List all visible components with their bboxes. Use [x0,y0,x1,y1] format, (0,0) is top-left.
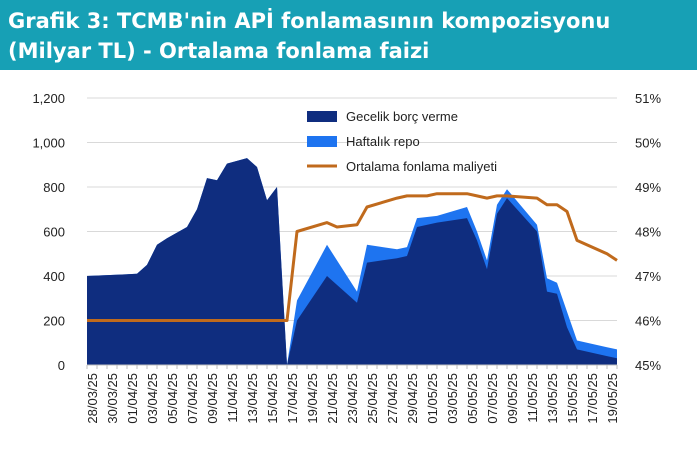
x-tick-label: 13/05/25 [545,373,560,424]
chart-subtitle: (Milyar TL) - Ortalama fonlama faizi [8,39,430,63]
x-tick-label: 09/05/25 [505,373,520,424]
x-tick-label: 13/04/25 [245,373,260,424]
left-tick-label: 200 [43,314,65,329]
x-tick-label: 28/03/25 [85,373,100,424]
x-tick-label: 15/04/25 [265,373,280,424]
left-tick-label: 600 [43,225,65,240]
x-tick-label: 03/04/25 [145,373,160,424]
x-tick-label: 07/04/25 [185,373,200,424]
x-tick-label: 23/04/25 [345,373,360,424]
x-tick-label: 05/05/25 [465,373,480,424]
x-tick-label: 11/04/25 [225,373,240,423]
right-tick-label: 47% [635,269,661,284]
x-tick-label: 30/03/25 [105,373,120,424]
right-axis: 45% 46% 47% 48% 49% 50% 51% [635,91,661,373]
x-tick-label: 01/05/25 [425,373,440,424]
x-tick-label: 09/04/25 [205,373,220,424]
legend-swatch [307,111,337,122]
right-tick-label: 45% [635,358,661,373]
right-tick-label: 51% [635,91,661,106]
x-tick-label: 17/04/25 [285,373,300,424]
right-tick-label: 46% [635,314,661,329]
x-tick-label: 15/05/25 [565,373,580,424]
plot-series [87,158,618,365]
x-tick-label: 21/04/25 [325,373,340,424]
right-tick-label: 49% [635,180,661,195]
left-tick-label: 1,200 [32,91,65,106]
left-tick-label: 800 [43,180,65,195]
x-axis: 28/03/25 30/03/25 01/04/25 03/04/25 05/04/25… [85,364,620,424]
left-tick-label: 0 [58,358,65,373]
x-tick-label: 27/04/25 [385,373,400,424]
legend-label: Gecelik borç verme [346,109,458,124]
x-tick-label: 19/04/25 [305,373,320,424]
left-tick-label: 400 [43,269,65,284]
x-tick-label: 25/04/25 [365,373,380,424]
chart-area: 0 200 400 600 800 1,000 1,200 45% 46% 47% 48% 49% 5… [32,91,661,424]
x-tick-label: 11/05/25 [525,373,540,423]
legend-label: Haftalık repo [346,134,420,149]
x-tick-label: 03/05/25 [445,373,460,424]
x-tick-label: 05/04/25 [165,373,180,424]
line-ortalama-fonlama-maliyeti [87,192,618,322]
x-tick-label: 29/04/25 [405,373,420,424]
legend: Gecelik borç verme Haftalık repo Ortalama … [307,109,497,174]
x-tick-label: 01/04/25 [125,373,140,424]
chart-title: Grafik 3: TCMB'nin APİ fonlamasının komp… [8,9,611,33]
legend-swatch [307,136,337,147]
x-tick-label: 19/05/25 [605,373,620,424]
right-tick-label: 50% [635,136,661,151]
left-axis: 0 200 400 600 800 1,000 1,200 [32,91,65,373]
title-banner: Grafik 3: TCMB'nin APİ fonlamasının komp… [0,0,697,70]
legend-label: Ortalama fonlama maliyeti [346,159,497,174]
x-tick-label: 17/05/25 [585,373,600,424]
right-tick-label: 48% [635,225,661,240]
area-gecelik-borc-verme [87,158,617,365]
left-tick-label: 1,000 [32,136,65,151]
x-tick-label: 07/05/25 [485,373,500,424]
